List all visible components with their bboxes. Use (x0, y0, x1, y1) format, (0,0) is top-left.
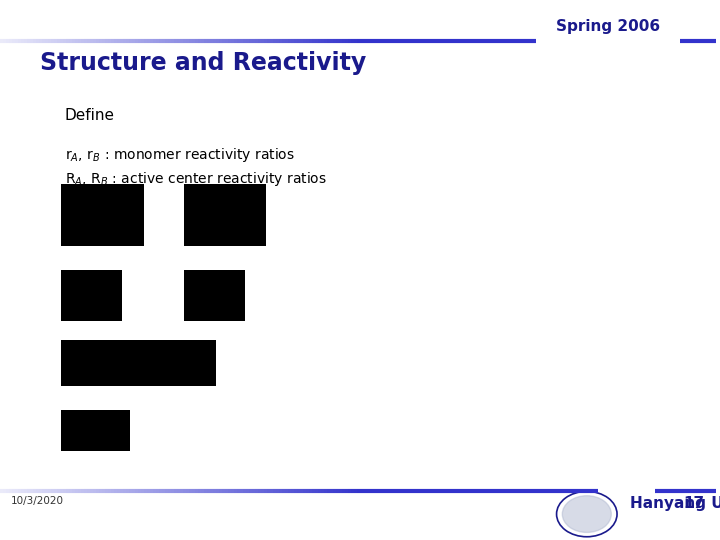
Text: 10/3/2020: 10/3/2020 (11, 496, 64, 506)
Circle shape (562, 496, 611, 532)
Bar (184, 184, 266, 246)
Bar (61, 270, 122, 321)
Bar (61, 340, 216, 386)
Bar (61, 410, 130, 451)
Text: Hanyang Univ.: Hanyang Univ. (630, 496, 720, 511)
Text: r$_A$, r$_B$ : monomer reactivity ratios: r$_A$, r$_B$ : monomer reactivity ratios (65, 146, 294, 164)
Bar (61, 184, 144, 246)
Text: 17: 17 (683, 496, 704, 511)
Text: R$_A$, R$_B$ : active center reactivity ratios: R$_A$, R$_B$ : active center reactivity … (65, 170, 327, 188)
Text: Structure and Reactivity: Structure and Reactivity (40, 51, 366, 75)
Bar (184, 270, 245, 321)
Text: Define: Define (65, 108, 114, 123)
Text: Spring 2006: Spring 2006 (557, 19, 660, 34)
